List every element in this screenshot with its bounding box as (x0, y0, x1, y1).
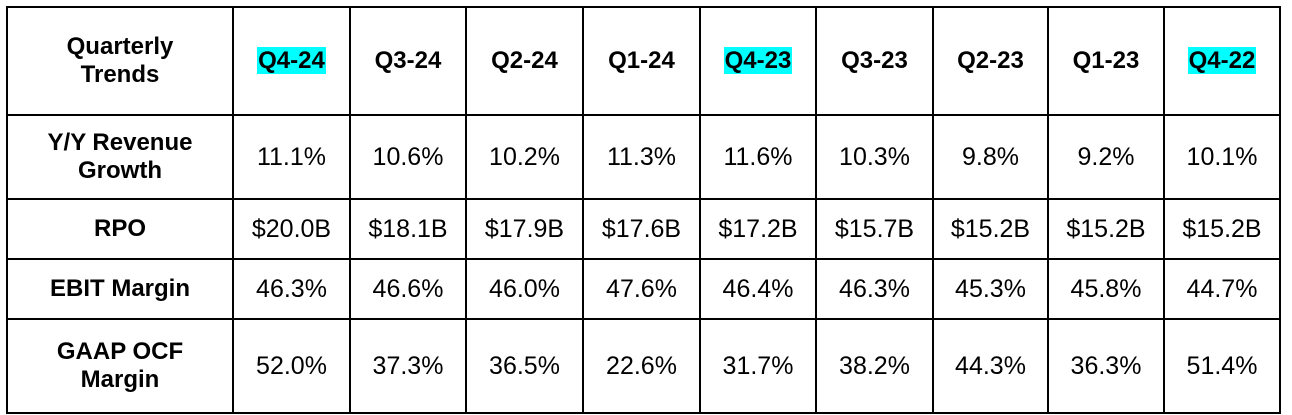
value-cell: 45.3% (932, 258, 1049, 320)
column-header-label: Q3-23 (841, 47, 908, 74)
value-cell: 9.8% (932, 114, 1049, 200)
value-cell: $17.6B (582, 198, 701, 260)
value-cell: 36.3% (1047, 318, 1165, 414)
value-cell: 11.3% (582, 114, 701, 200)
column-header-cell: Q4-23 (699, 6, 817, 116)
value-cell: $15.2B (1163, 198, 1281, 260)
value-cell: 22.6% (582, 318, 701, 414)
value-cell: 11.6% (699, 114, 817, 200)
value-cell: 44.3% (932, 318, 1049, 414)
row-label-cell: GAAP OCF Margin (6, 318, 234, 414)
value-cell: 38.2% (815, 318, 934, 414)
table-row: Y/Y Revenue Growth 11.1% 10.6% 10.2% 11.… (6, 114, 1281, 200)
value-cell: 47.6% (582, 258, 701, 320)
row-label: RPO (93, 215, 146, 242)
table-row: EBIT Margin 46.3% 46.6% 46.0% 47.6% 46.4… (6, 258, 1281, 320)
value-cell: 10.2% (465, 114, 584, 200)
column-header-label: Q4-23 (723, 47, 793, 74)
value-cell: $15.2B (932, 198, 1049, 260)
quarterly-trends-table-wrapper: Quarterly Trends Q4-24 Q3-24 Q2-24 Q1-24… (6, 6, 1281, 414)
column-header-cell: Q2-23 (932, 6, 1049, 116)
table-row: RPO $20.0B $18.1B $17.9B $17.6B $17.2B $… (6, 198, 1281, 260)
column-header-label: Q4-24 (257, 47, 326, 74)
value-cell: 46.4% (699, 258, 817, 320)
value-cell: 11.1% (232, 114, 351, 200)
value-cell: 52.0% (232, 318, 351, 414)
quarterly-trends-table: Quarterly Trends Q4-24 Q3-24 Q2-24 Q1-24… (6, 6, 1281, 414)
column-header-label: Q1-23 (1072, 47, 1140, 74)
column-header-label: Q3-24 (374, 47, 442, 74)
value-cell: 9.2% (1047, 114, 1165, 200)
column-header-cell: Q1-24 (582, 6, 701, 116)
value-cell: 10.3% (815, 114, 934, 200)
value-cell: $15.2B (1047, 198, 1165, 260)
value-cell: 46.6% (349, 258, 467, 320)
column-header-label: Q4-22 (1187, 47, 1257, 74)
row-label-cell: RPO (6, 198, 234, 260)
value-cell: 46.0% (465, 258, 584, 320)
row-label-cell: Y/Y Revenue Growth (6, 114, 234, 200)
value-cell: $20.0B (232, 198, 351, 260)
value-cell: 44.7% (1163, 258, 1281, 320)
column-header-label: Q2-24 (491, 47, 558, 74)
header-row: Quarterly Trends Q4-24 Q3-24 Q2-24 Q1-24… (6, 6, 1281, 116)
row-label: Y/Y Revenue Growth (47, 129, 193, 184)
column-header-label: Q2-23 (957, 47, 1024, 74)
column-header-cell: Q3-24 (349, 6, 467, 116)
corner-header-cell: Quarterly Trends (6, 6, 234, 116)
value-cell: 51.4% (1163, 318, 1281, 414)
column-header-cell: Q4-24 (232, 6, 351, 116)
value-cell: 31.7% (699, 318, 817, 414)
column-header-cell: Q1-23 (1047, 6, 1165, 116)
value-cell: $15.7B (815, 198, 934, 260)
value-cell: $18.1B (349, 198, 467, 260)
column-header-cell: Q4-22 (1163, 6, 1281, 116)
value-cell: 46.3% (232, 258, 351, 320)
value-cell: $17.9B (465, 198, 584, 260)
value-cell: $17.2B (699, 198, 817, 260)
row-label: GAAP OCF Margin (56, 338, 184, 393)
value-cell: 37.3% (349, 318, 467, 414)
value-cell: 45.8% (1047, 258, 1165, 320)
corner-label: Quarterly Trends (66, 33, 174, 88)
value-cell: 46.3% (815, 258, 934, 320)
value-cell: 10.1% (1163, 114, 1281, 200)
value-cell: 36.5% (465, 318, 584, 414)
column-header-label: Q1-24 (608, 47, 675, 74)
column-header-cell: Q3-23 (815, 6, 934, 116)
column-header-cell: Q2-24 (465, 6, 584, 116)
row-label-cell: EBIT Margin (6, 258, 234, 320)
value-cell: 10.6% (349, 114, 467, 200)
row-label: EBIT Margin (49, 275, 190, 302)
table-row: GAAP OCF Margin 52.0% 37.3% 36.5% 22.6% … (6, 318, 1281, 414)
